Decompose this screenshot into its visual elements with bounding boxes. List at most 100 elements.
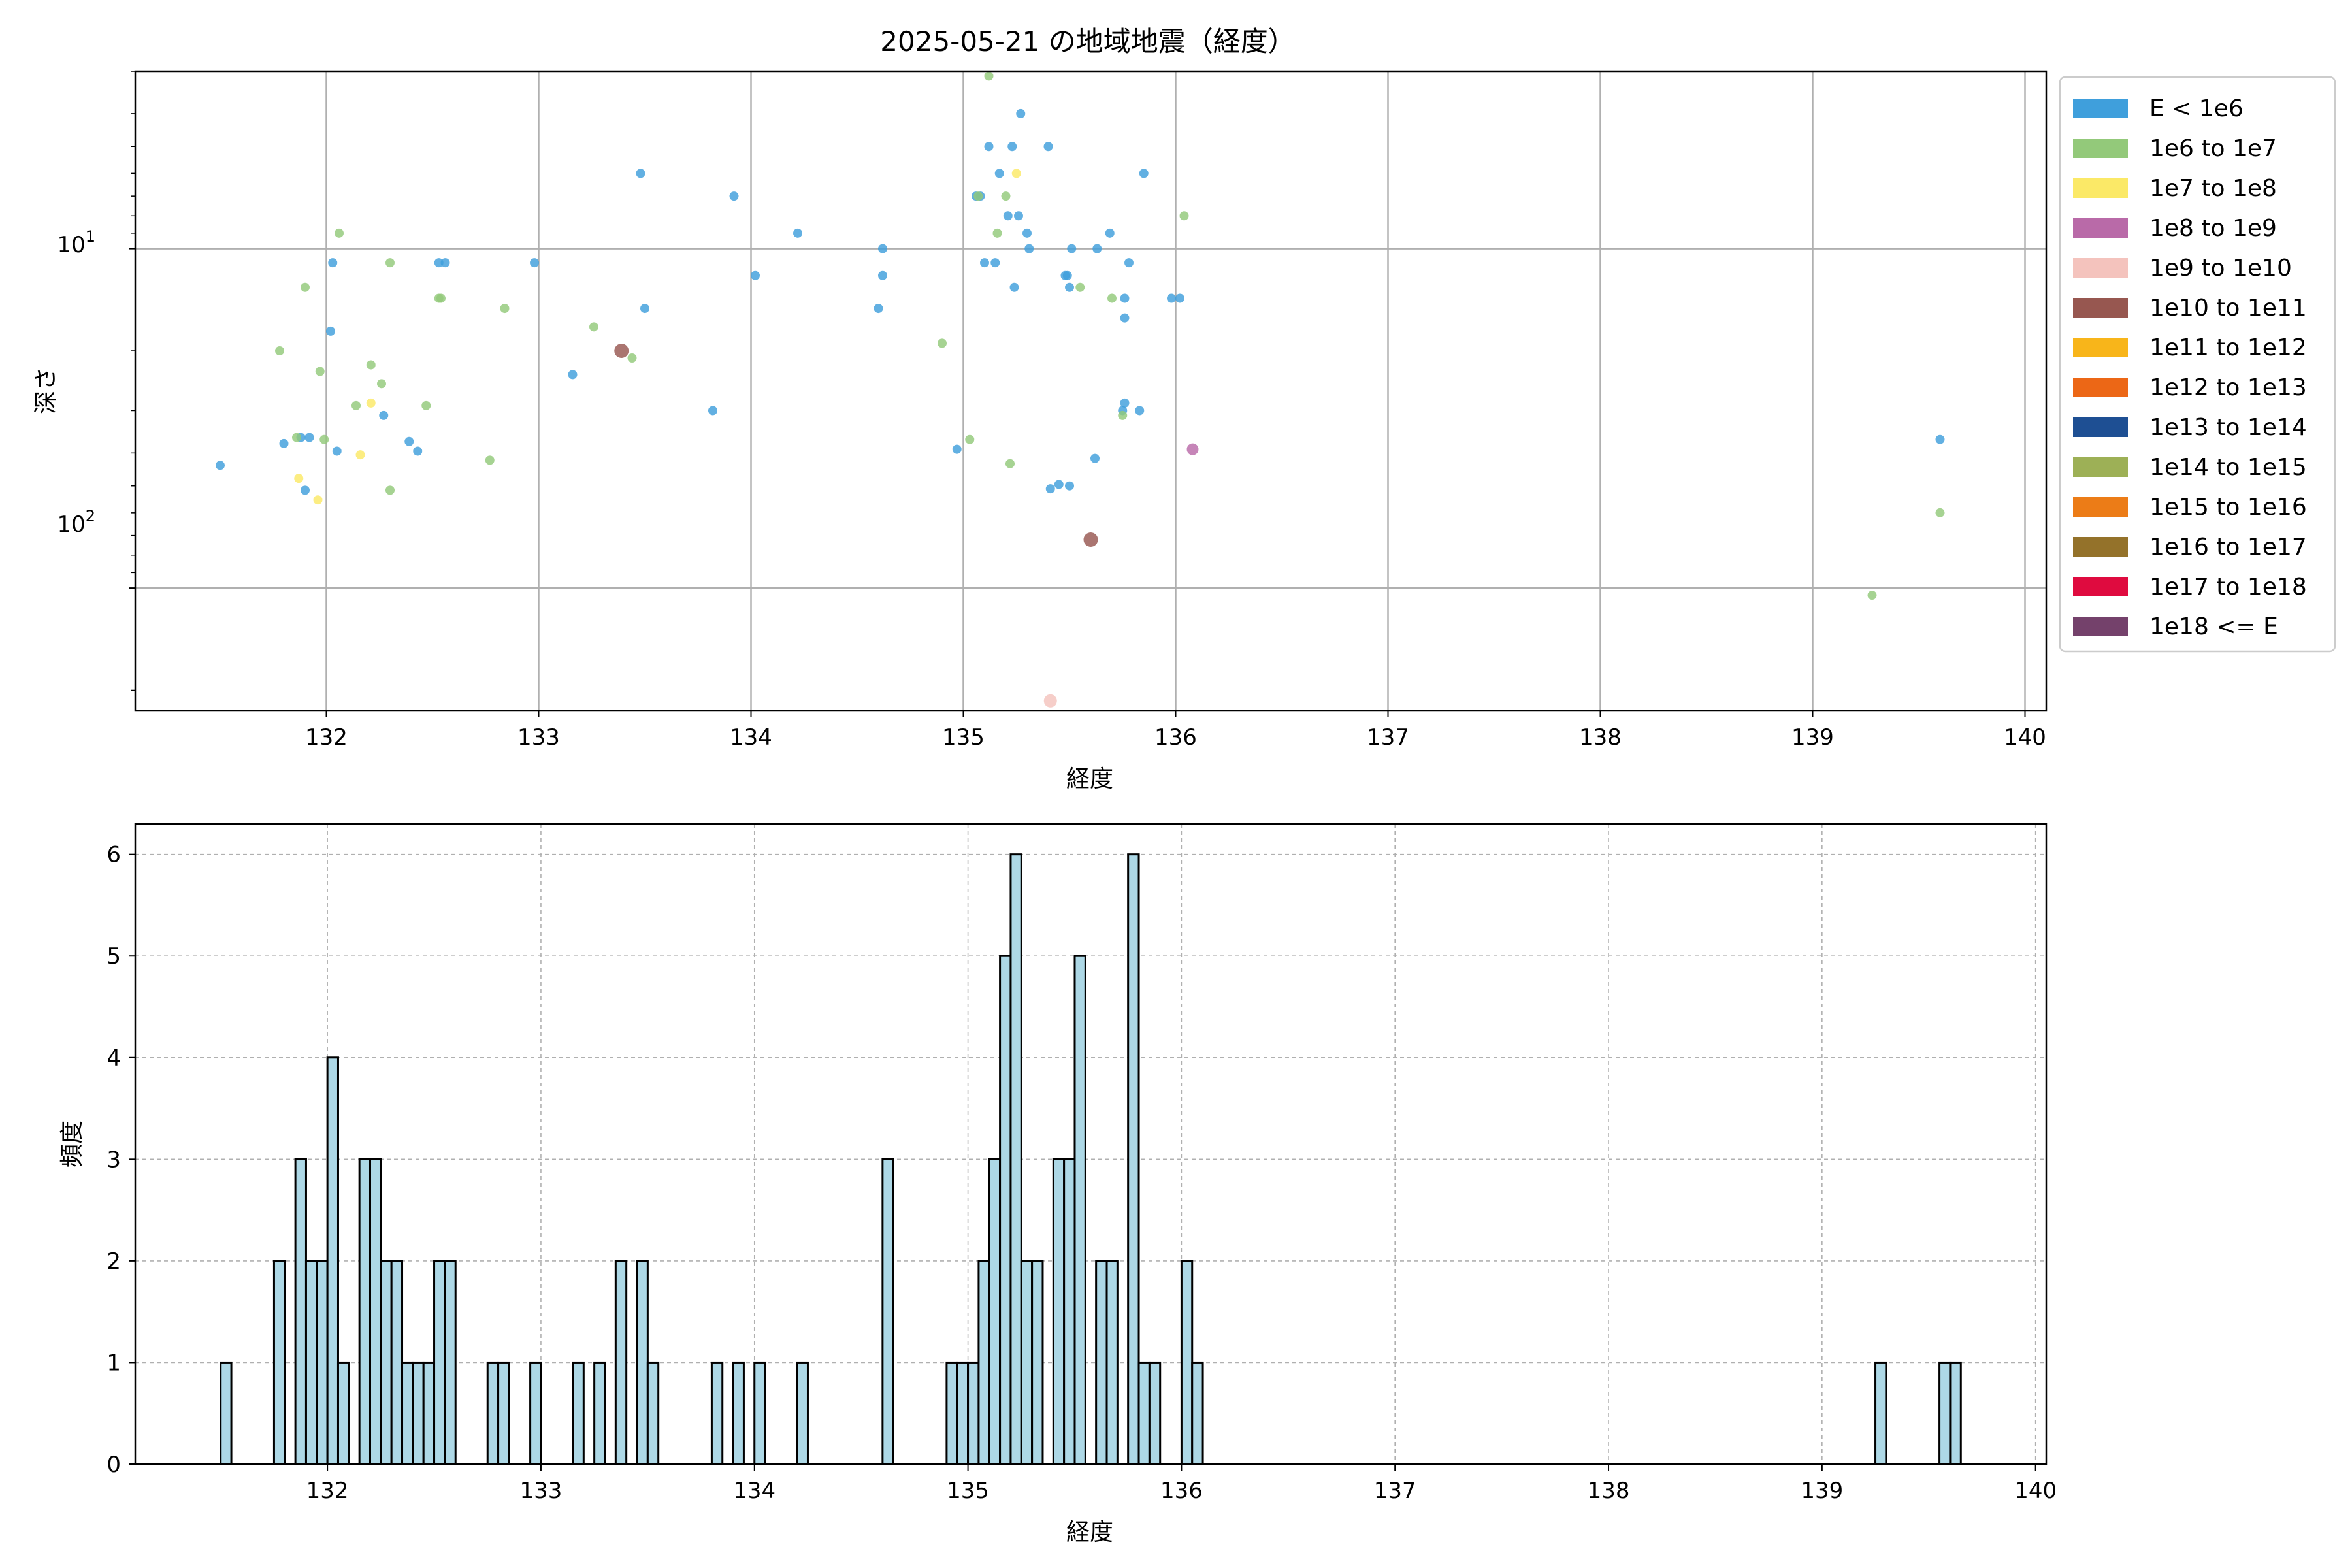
scatter-x-tick-label: 134 <box>730 725 772 751</box>
legend-swatch-1e13-to-1e14 <box>2073 417 2128 437</box>
scatter-point <box>404 436 414 446</box>
scatter-point <box>1167 293 1176 303</box>
scatter-x-tick-label: 136 <box>1154 725 1197 751</box>
scatter-point <box>965 434 975 444</box>
histogram-bar <box>1095 1260 1108 1465</box>
scatter-point <box>440 258 450 268</box>
scatter-point <box>335 228 344 238</box>
scatter-point <box>315 367 325 376</box>
scatter-y-axis-label: 深さ <box>33 367 59 414</box>
histogram-bar <box>1031 1260 1044 1465</box>
histogram-bar <box>593 1361 606 1465</box>
histogram-x-tick-label: 136 <box>1160 1478 1203 1504</box>
scatter-point <box>1054 480 1064 489</box>
histogram-bar <box>614 1260 628 1465</box>
histogram-y-tick-label: 1 <box>106 1350 121 1376</box>
scatter-point <box>413 446 423 456</box>
scatter-point <box>1135 406 1145 416</box>
histogram-y-tick-label: 6 <box>106 842 121 868</box>
histogram-bar <box>572 1361 585 1465</box>
scatter-point <box>568 370 578 380</box>
scatter-point <box>1124 258 1134 268</box>
scatter-point <box>992 228 1002 238</box>
scatter-point <box>627 353 637 363</box>
legend-label-1e8-to-1e9: 1e8 to 1e9 <box>2149 215 2277 242</box>
histogram-bar <box>316 1260 329 1465</box>
scatter-point <box>1120 398 1130 408</box>
histogram-bar <box>967 1361 980 1465</box>
histogram-bar <box>444 1260 457 1465</box>
histogram-bar <box>796 1361 809 1465</box>
histogram-bar <box>401 1361 414 1465</box>
histogram-y-tick-label: 4 <box>106 1045 121 1071</box>
scatter-point <box>385 485 395 495</box>
legend-label-1e14-to-1e15: 1e14 to 1e15 <box>2149 454 2307 481</box>
histogram-x-tick-label: 137 <box>1374 1478 1416 1504</box>
scatter-x-tick-label: 138 <box>1579 725 1622 751</box>
histogram-bar <box>486 1361 500 1465</box>
scatter-point <box>319 434 329 444</box>
histogram-bar <box>529 1361 542 1465</box>
legend-label-1e6-to-1e7: 1e6 to 1e7 <box>2149 135 2277 162</box>
scatter-point <box>1175 293 1184 303</box>
histogram-y-axis-label: 頻度 <box>59 1120 86 1168</box>
scatter-point <box>328 258 338 268</box>
histogram-bar <box>1063 1158 1076 1465</box>
scatter-point <box>636 169 645 178</box>
scatter-point <box>1065 282 1074 292</box>
histogram-y-tick-label: 2 <box>106 1249 121 1275</box>
legend-swatch-e-1e6 <box>2073 99 2128 118</box>
histogram-y-tick-label: 3 <box>106 1147 121 1173</box>
histogram-bar <box>1020 1260 1034 1465</box>
scatter-point <box>980 258 989 268</box>
scatter-point <box>366 360 376 370</box>
scatter-point <box>952 444 962 454</box>
histogram-bar <box>380 1260 393 1465</box>
scatter-point <box>1011 169 1021 178</box>
histogram-bar <box>710 1361 724 1465</box>
histogram-bar <box>646 1361 660 1465</box>
scatter-point <box>301 282 310 292</box>
legend-label-1e9-to-1e10: 1e9 to 1e10 <box>2149 255 2292 282</box>
scatter-point <box>1935 508 1945 517</box>
histogram-bar <box>220 1361 233 1465</box>
scatter-point <box>279 438 289 448</box>
scatter-point <box>874 304 883 314</box>
scatter-point <box>1001 191 1011 201</box>
scatter-point <box>1139 169 1149 178</box>
scatter-point <box>1005 459 1015 468</box>
legend-swatch-1e14-to-1e15 <box>2073 457 2128 477</box>
scatter-point <box>1935 434 1945 444</box>
histogram-y-ticks: 0 1 2 3 4 5 6 <box>106 842 135 1478</box>
scatter-point <box>379 410 389 420</box>
scatter-panel: 2025-05-21 の地域地震（経度） 132 133 134 135 136 137 1… <box>33 25 2336 792</box>
scatter-points <box>216 71 1945 708</box>
histogram-bar <box>497 1361 510 1465</box>
scatter-point <box>304 433 314 442</box>
legend-swatch-1e12-to-1e13 <box>2073 378 2128 397</box>
histogram-bar <box>1127 853 1140 1465</box>
histogram-x-tick-label: 138 <box>1588 1478 1630 1504</box>
scatter-point <box>421 400 431 410</box>
histogram-bar <box>1874 1361 1887 1465</box>
histogram-bar <box>1073 955 1086 1465</box>
scatter-point <box>938 338 947 348</box>
scatter-point <box>530 258 539 268</box>
legend-swatch-1e17-to-1e18 <box>2073 577 2128 596</box>
histogram-x-tick-label: 134 <box>733 1478 776 1504</box>
scatter-point <box>751 270 760 280</box>
scatter-point <box>1062 270 1072 280</box>
legend-label-1e10-to-1e11: 1e10 to 1e11 <box>2149 295 2307 321</box>
scatter-point <box>984 71 994 81</box>
scatter-point <box>500 304 510 314</box>
scatter-axes-frame <box>134 70 2048 712</box>
histogram-y-tick-label: 0 <box>106 1452 121 1478</box>
histogram-bar <box>956 1361 970 1465</box>
scatter-point <box>1107 293 1117 303</box>
histogram-x-tick-label: 140 <box>2014 1478 2057 1504</box>
scatter-x-ticks: 132 133 134 135 136 137 138 139 140 <box>305 711 2046 751</box>
scatter-point <box>1016 108 1026 118</box>
y-tick-label-10: 101 <box>57 227 95 258</box>
scatter-point <box>1090 453 1100 463</box>
